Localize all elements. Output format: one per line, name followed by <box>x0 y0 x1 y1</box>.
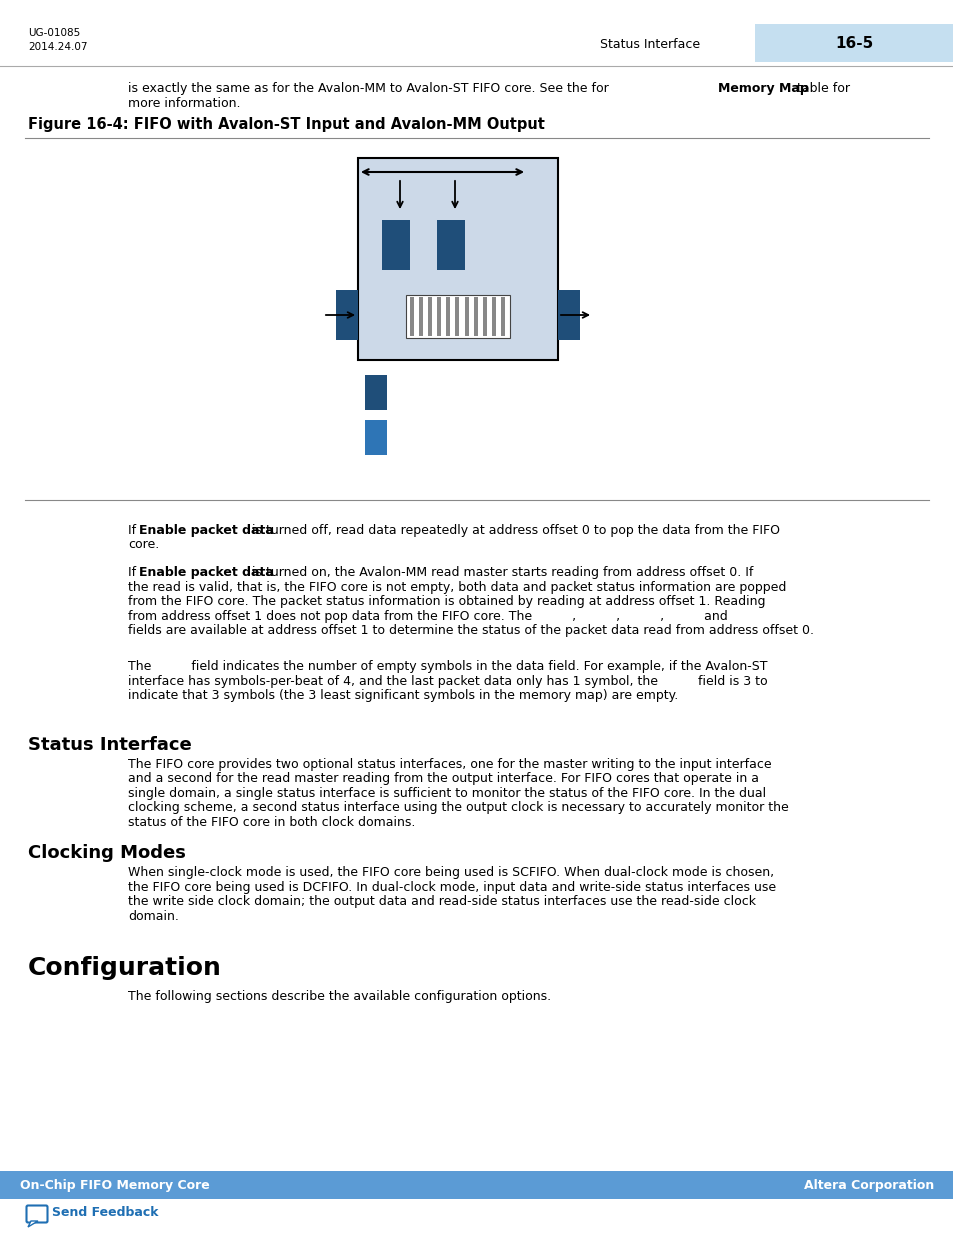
Text: fields are available at address offset 1 to determine the status of the packet d: fields are available at address offset 1… <box>128 624 813 637</box>
Text: If: If <box>128 566 140 579</box>
Text: core.: core. <box>128 538 159 552</box>
Text: the write side clock domain; the output data and read-side status interfaces use: the write side clock domain; the output … <box>128 895 755 908</box>
Text: Configuration: Configuration <box>28 956 222 981</box>
Bar <box>492 296 496 336</box>
Text: Enable packet data: Enable packet data <box>139 524 274 537</box>
Text: domain.: domain. <box>128 910 179 923</box>
Bar <box>365 420 387 454</box>
Text: Memory Map: Memory Map <box>718 82 808 95</box>
Text: clocking scheme, a second status interface using the output clock is necessary t: clocking scheme, a second status interfa… <box>128 802 788 814</box>
Bar <box>436 296 441 336</box>
Bar <box>365 375 387 410</box>
Bar <box>418 296 422 336</box>
Text: the read is valid, that is, the FIFO core is not empty, both data and packet sta: the read is valid, that is, the FIFO cor… <box>128 580 785 594</box>
FancyBboxPatch shape <box>27 1205 48 1223</box>
Text: When single-clock mode is used, the FIFO core being used is SCFIFO. When dual-cl: When single-clock mode is used, the FIFO… <box>128 866 773 879</box>
Bar <box>0 1171 953 1199</box>
Text: Figure 16-4: FIFO with Avalon-ST Input and Avalon-MM Output: Figure 16-4: FIFO with Avalon-ST Input a… <box>28 117 544 132</box>
Text: from the FIFO core. The packet status information is obtained by reading at addr: from the FIFO core. The packet status in… <box>128 595 764 608</box>
Text: If: If <box>128 524 140 537</box>
Bar <box>473 296 477 336</box>
Text: Status Interface: Status Interface <box>599 37 700 51</box>
Text: On-Chip FIFO Memory Core: On-Chip FIFO Memory Core <box>20 1178 210 1192</box>
Bar <box>464 296 468 336</box>
Text: The          field indicates the number of empty symbols in the data field. For : The field indicates the number of empty … <box>128 661 767 673</box>
Bar <box>455 296 459 336</box>
Bar <box>500 296 504 336</box>
Bar <box>381 220 410 270</box>
Bar <box>754 23 953 62</box>
Bar <box>436 220 464 270</box>
Text: Status Interface: Status Interface <box>28 736 192 753</box>
Bar <box>446 296 450 336</box>
Bar <box>428 296 432 336</box>
Text: 2014.24.07: 2014.24.07 <box>28 42 88 52</box>
Text: more information.: more information. <box>128 98 240 110</box>
Text: status of the FIFO core in both clock domains.: status of the FIFO core in both clock do… <box>128 815 415 829</box>
Text: The FIFO core provides two optional status interfaces, one for the master writin: The FIFO core provides two optional stat… <box>128 758 771 771</box>
Text: UG-01085: UG-01085 <box>28 28 80 38</box>
Text: interface has symbols-per-beat of 4, and the last packet data only has 1 symbol,: interface has symbols-per-beat of 4, and… <box>128 674 767 688</box>
Text: 16-5: 16-5 <box>834 37 872 52</box>
Bar <box>558 290 579 340</box>
Text: the FIFO core being used is DCFIFO. In dual-clock mode, input data and write-sid: the FIFO core being used is DCFIFO. In d… <box>128 881 776 894</box>
Text: indicate that 3 symbols (the 3 least significant symbols in the memory map) are : indicate that 3 symbols (the 3 least sig… <box>128 689 678 703</box>
Bar <box>410 296 414 336</box>
Polygon shape <box>28 1221 38 1228</box>
Bar <box>406 295 510 338</box>
Text: Enable packet data: Enable packet data <box>139 566 274 579</box>
Text: is turned on, the Avalon-MM read master starts reading from address offset 0. If: is turned on, the Avalon-MM read master … <box>248 566 753 579</box>
Bar <box>357 158 558 359</box>
Text: is turned off, read data repeatedly at address offset 0 to pop the data from the: is turned off, read data repeatedly at a… <box>248 524 780 537</box>
Text: and a second for the read master reading from the output interface. For FIFO cor: and a second for the read master reading… <box>128 772 759 785</box>
Text: Clocking Modes: Clocking Modes <box>28 845 186 862</box>
Bar <box>482 296 486 336</box>
Bar <box>335 290 357 340</box>
Text: is exactly the same as for the Avalon-MM to Avalon-ST FIFO core. See the for: is exactly the same as for the Avalon-MM… <box>128 82 612 95</box>
Text: Altera Corporation: Altera Corporation <box>803 1178 933 1192</box>
Text: The following sections describe the available configuration options.: The following sections describe the avai… <box>128 990 551 1003</box>
Text: Send Feedback: Send Feedback <box>52 1207 158 1219</box>
Text: table for: table for <box>792 82 849 95</box>
Text: single domain, a single status interface is sufficient to monitor the status of : single domain, a single status interface… <box>128 787 765 800</box>
Text: from address offset 1 does not pop data from the FIFO core. The          ,      : from address offset 1 does not pop data … <box>128 610 727 622</box>
